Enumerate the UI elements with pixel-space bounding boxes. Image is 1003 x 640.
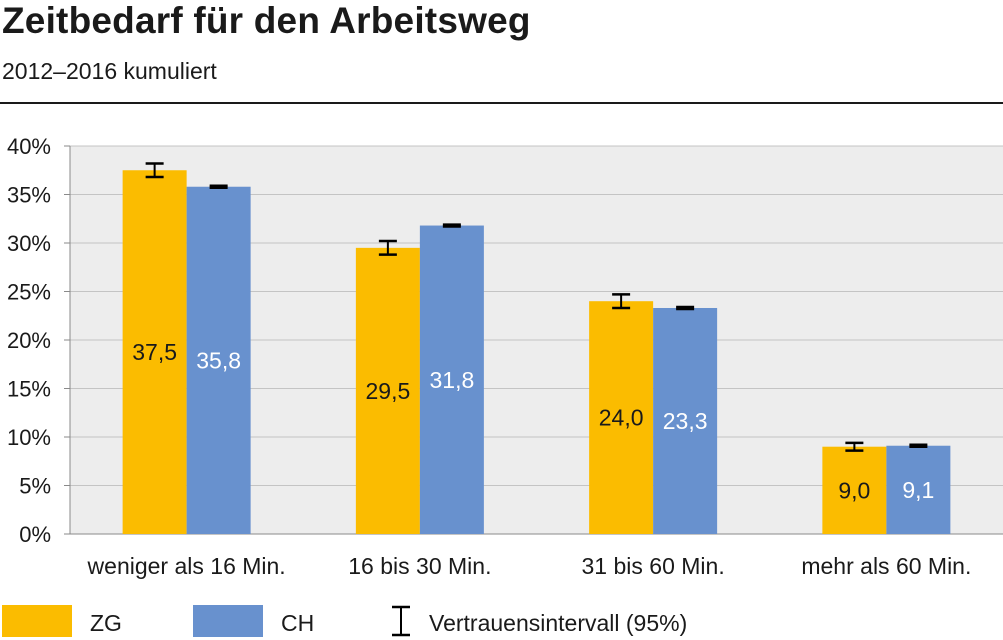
chart-title: Zeitbedarf für den Arbeitsweg: [2, 0, 531, 41]
y-tick-label: 20%: [7, 328, 51, 353]
x-category-label: 31 bis 60 Min.: [582, 553, 725, 579]
data-label: 9,1: [902, 477, 934, 503]
data-label: 31,8: [429, 367, 474, 393]
x-category-label: weniger als 16 Min.: [87, 553, 286, 579]
chart-subtitle: 2012–2016 kumuliert: [2, 58, 217, 84]
legend-label: CH: [281, 610, 314, 636]
y-tick-label: 10%: [7, 425, 51, 450]
data-label: 29,5: [365, 378, 410, 404]
legend-label: Vertrauensintervall (95%): [429, 610, 687, 636]
data-label: 24,0: [599, 405, 644, 431]
header-divider: [0, 102, 1003, 104]
bar-ch: [419, 225, 484, 535]
y-tick-label: 35%: [7, 183, 51, 208]
bar-zg: [589, 301, 654, 534]
x-category-label: 16 bis 30 Min.: [348, 553, 491, 579]
bar-ch: [186, 186, 251, 535]
data-label: 35,8: [196, 347, 241, 373]
legend-swatch-ch: [193, 605, 263, 637]
legend-label: ZG: [90, 610, 122, 636]
bar-ch: [886, 445, 951, 534]
y-tick-label: 5%: [19, 474, 51, 499]
bar-zg: [355, 247, 420, 534]
bar-ch: [653, 307, 718, 534]
y-tick-label: 40%: [7, 134, 51, 159]
bar-zg: [822, 446, 887, 534]
x-category-label: mehr als 60 Min.: [801, 553, 971, 579]
legend-swatch-zg: [2, 605, 72, 637]
y-tick-label: 25%: [7, 280, 51, 305]
data-label: 37,5: [132, 339, 177, 365]
data-label: 23,3: [663, 408, 708, 434]
y-tick-label: 30%: [7, 231, 51, 256]
data-label: 9,0: [838, 477, 870, 503]
bar-zg: [122, 170, 187, 534]
y-tick-label: 15%: [7, 377, 51, 402]
y-tick-label: 0%: [19, 522, 51, 547]
